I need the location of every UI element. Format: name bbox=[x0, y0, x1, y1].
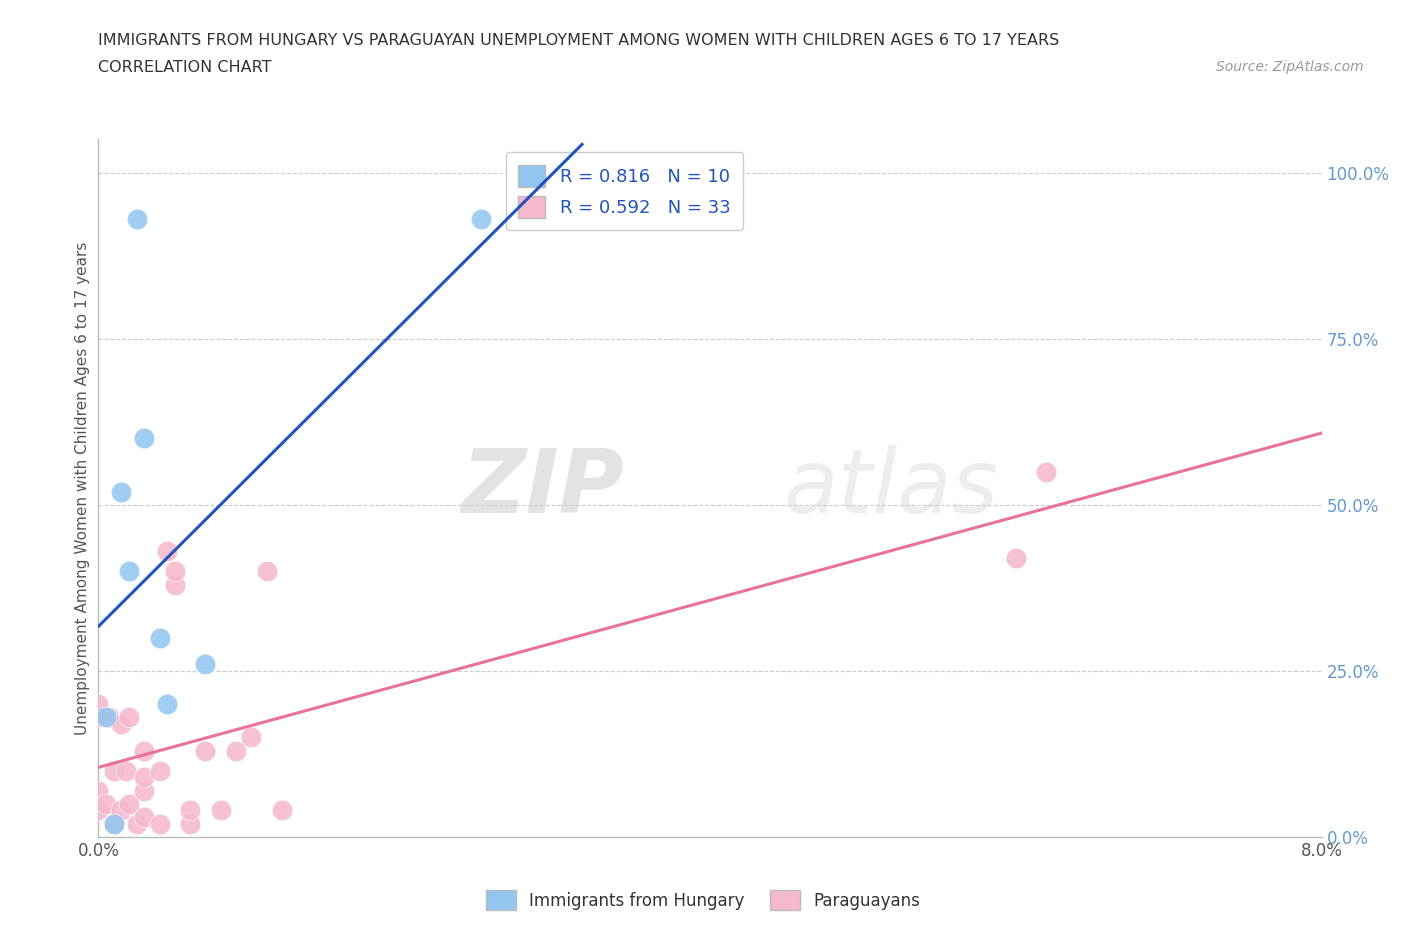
Point bbox=[163, 578, 186, 592]
Point bbox=[134, 743, 156, 758]
Point bbox=[163, 564, 186, 578]
Text: Source: ZipAtlas.com: Source: ZipAtlas.com bbox=[1216, 60, 1364, 74]
Point bbox=[270, 803, 294, 817]
Point bbox=[179, 803, 201, 817]
Point bbox=[194, 657, 217, 671]
Text: ZIP: ZIP bbox=[461, 445, 624, 532]
Point bbox=[118, 796, 141, 811]
Point bbox=[94, 710, 117, 724]
Point bbox=[134, 783, 156, 798]
Point bbox=[103, 764, 125, 778]
Point bbox=[194, 743, 217, 758]
Text: CORRELATION CHART: CORRELATION CHART bbox=[98, 60, 271, 75]
Point bbox=[240, 730, 263, 745]
Point bbox=[470, 212, 492, 227]
Legend: R = 0.816   N = 10, R = 0.592   N = 33: R = 0.816 N = 10, R = 0.592 N = 33 bbox=[506, 152, 744, 231]
Point bbox=[103, 817, 125, 831]
Point bbox=[225, 743, 247, 758]
Point bbox=[87, 697, 110, 711]
Point bbox=[87, 783, 110, 798]
Point bbox=[1035, 464, 1057, 479]
Y-axis label: Unemployment Among Women with Children Ages 6 to 17 years: Unemployment Among Women with Children A… bbox=[75, 242, 90, 735]
Point bbox=[134, 431, 156, 445]
Point bbox=[149, 764, 172, 778]
Point bbox=[87, 803, 110, 817]
Point bbox=[94, 796, 117, 811]
Point bbox=[115, 764, 138, 778]
Point bbox=[110, 803, 132, 817]
Point bbox=[118, 710, 141, 724]
Text: IMMIGRANTS FROM HUNGARY VS PARAGUAYAN UNEMPLOYMENT AMONG WOMEN WITH CHILDREN AGE: IMMIGRANTS FROM HUNGARY VS PARAGUAYAN UN… bbox=[98, 33, 1060, 47]
Point bbox=[87, 710, 110, 724]
Point bbox=[134, 770, 156, 785]
Point bbox=[149, 631, 172, 645]
Point bbox=[256, 564, 278, 578]
Point bbox=[156, 544, 179, 559]
Legend: Immigrants from Hungary, Paraguayans: Immigrants from Hungary, Paraguayans bbox=[479, 884, 927, 917]
Point bbox=[103, 817, 125, 831]
Point bbox=[156, 697, 179, 711]
Text: atlas: atlas bbox=[783, 445, 998, 531]
Point bbox=[110, 717, 132, 732]
Point bbox=[149, 817, 172, 831]
Point bbox=[98, 710, 121, 724]
Point bbox=[1004, 551, 1026, 565]
Point bbox=[209, 803, 232, 817]
Point bbox=[110, 485, 132, 499]
Point bbox=[125, 817, 148, 831]
Point bbox=[179, 817, 201, 831]
Point bbox=[125, 212, 148, 227]
Point bbox=[134, 810, 156, 825]
Point bbox=[118, 564, 141, 578]
